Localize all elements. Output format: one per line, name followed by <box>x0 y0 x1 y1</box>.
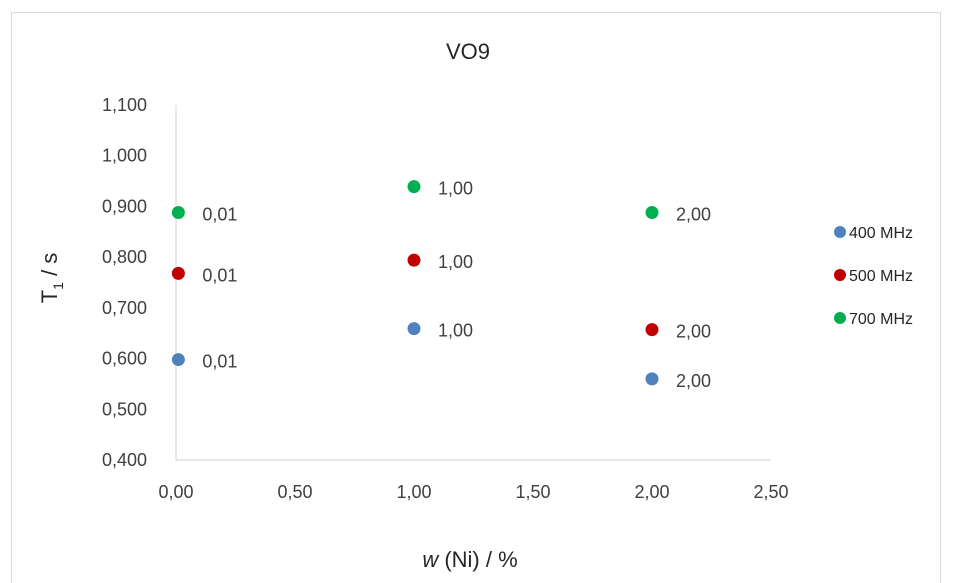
data-label-400-mhz: 0,01 <box>202 352 237 372</box>
y-axis-title-rest: / s <box>37 253 62 282</box>
data-point-400-mhz <box>645 372 659 386</box>
data-point-500-mhz <box>645 323 659 337</box>
x-axis-title-rest: (Ni) / % <box>438 547 517 572</box>
data-point-700-mhz <box>407 180 421 194</box>
data-point-400-mhz <box>171 353 185 367</box>
data-label-500-mhz: 1,00 <box>438 252 473 272</box>
data-label-400-mhz: 2,00 <box>676 371 711 391</box>
data-label-700-mhz: 2,00 <box>676 205 711 225</box>
legend-marker-700-mhz <box>834 312 846 324</box>
y-tick-label: 0,400 <box>102 450 147 470</box>
chart-area <box>11 12 941 583</box>
legend-label-700-mhz: 700 MHz <box>849 311 913 328</box>
legend-marker-400-mhz <box>834 226 846 238</box>
svg-text:T1 / s: T1 / s <box>37 253 66 304</box>
y-axis-title-subscript: 1 <box>50 282 66 290</box>
y-tick-label: 0,600 <box>102 349 147 369</box>
x-tick-label: 2,00 <box>634 482 669 502</box>
data-label-700-mhz: 0,01 <box>202 205 237 225</box>
legend-label-500-mhz: 500 MHz <box>849 268 913 285</box>
x-tick-label: 2,50 <box>753 482 788 502</box>
y-tick-label: 0,500 <box>102 399 147 419</box>
y-tick-label: 1,000 <box>102 146 147 166</box>
y-tick-label: 0,700 <box>102 298 147 318</box>
y-axis-title: T1 / s <box>37 253 66 304</box>
x-tick-label: 1,50 <box>515 482 550 502</box>
data-label-500-mhz: 0,01 <box>202 265 237 285</box>
data-label-700-mhz: 1,00 <box>438 179 473 199</box>
x-tick-label: 0,00 <box>158 482 193 502</box>
data-label-500-mhz: 2,00 <box>676 322 711 342</box>
data-point-400-mhz <box>407 322 421 336</box>
data-label-400-mhz: 1,00 <box>438 321 473 341</box>
data-point-500-mhz <box>407 253 421 267</box>
x-axis-title: w (Ni) / % <box>422 547 517 572</box>
data-point-500-mhz <box>171 266 185 280</box>
y-tick-label: 0,900 <box>102 196 147 216</box>
data-point-700-mhz <box>645 206 659 220</box>
x-tick-label: 1,00 <box>396 482 431 502</box>
chart-title: VO9 <box>446 39 490 64</box>
legend-marker-500-mhz <box>834 269 846 281</box>
x-axis-title-italic: w <box>422 547 440 572</box>
data-point-700-mhz <box>171 206 185 220</box>
x-tick-label: 0,50 <box>277 482 312 502</box>
y-tick-label: 1,100 <box>102 95 147 115</box>
y-tick-label: 0,800 <box>102 247 147 267</box>
legend-label-400-mhz: 400 MHz <box>849 225 913 242</box>
y-axis-title-main: T <box>37 290 62 303</box>
